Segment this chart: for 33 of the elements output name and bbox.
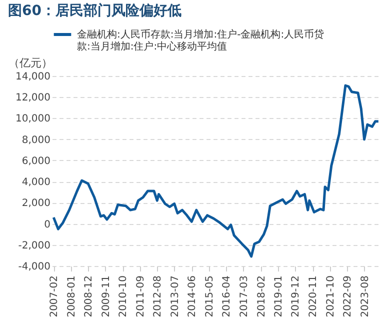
y-tick-label: 12,000 (16, 92, 50, 104)
chart-title: 图60：居民部门风险偏好低 (8, 2, 182, 19)
x-tick-label: 2007-02 (49, 276, 60, 318)
y-tick-label: 6,000 (22, 156, 50, 167)
x-tick-label: 2019-01 (274, 276, 285, 318)
x-tick-label: 2010-10 (118, 276, 130, 318)
x-tick-label: 2020-11 (308, 276, 320, 318)
x-tick-label: 2022-09 (342, 276, 354, 318)
x-tick-label: 2013-07 (170, 276, 181, 318)
x-tick-label: 2015-05 (204, 276, 216, 318)
x-tick-label: 2016-04 (222, 276, 233, 318)
x-tick-label: 2021-10 (325, 276, 336, 318)
y-tick-label: 0 (44, 219, 50, 230)
y-tick-label: 10,000 (16, 114, 50, 125)
x-tick-label: 2017-03 (238, 276, 250, 318)
y-tick-label: 2,000 (22, 198, 50, 210)
x-tick-label: 2011-09 (135, 276, 146, 318)
x-tick-label: 2009-11 (100, 276, 112, 318)
y-tick-label: -4,000 (18, 262, 50, 272)
x-tick-label: 2023-08 (360, 276, 371, 318)
y-tick-label: 4,000 (22, 177, 50, 188)
x-tick-label: 2014-06 (187, 276, 198, 318)
x-tick-label: 2018-02 (256, 276, 268, 318)
x-tick-label: 2008-01 (66, 276, 78, 318)
legend-label: 金融机构:人民币存款:当月增加:住户-金融机构:人民币贷款:当月增加:住户:中心移动平均值 (77, 28, 324, 52)
x-tick-label: 2019-12 (290, 276, 302, 318)
line-series (52, 84, 380, 258)
y-tick-label: 8,000 (22, 134, 50, 146)
x-tick-label: 2012-08 (152, 276, 164, 318)
y-tick-label: -2,000 (18, 240, 50, 252)
x-tick-label: 2008-12 (84, 276, 95, 318)
y-tick-label: 14,000 (16, 72, 50, 82)
y-axis-title: （亿元） (8, 56, 52, 70)
